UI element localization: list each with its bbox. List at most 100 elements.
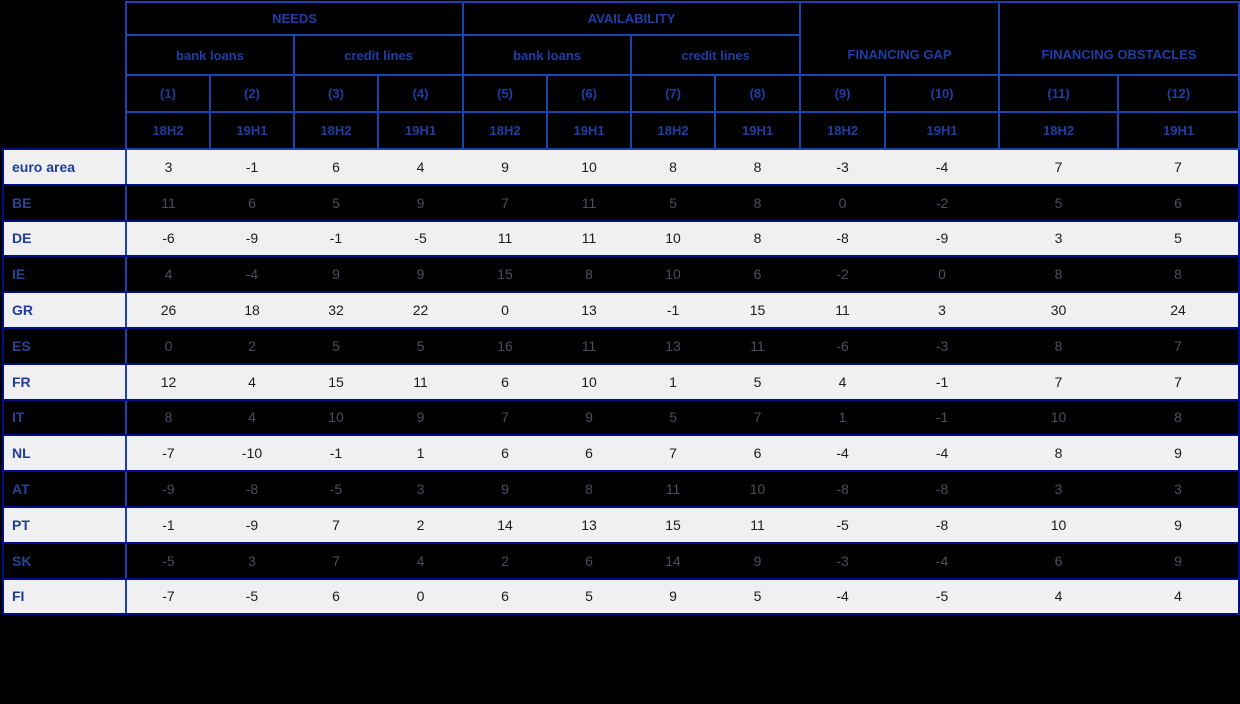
value-cell: -3 xyxy=(800,148,886,186)
row-label: SK xyxy=(2,541,127,580)
group-header-availability: AVAILABILITY xyxy=(462,1,802,36)
value-cell: 5 xyxy=(294,183,378,222)
value-cell: 8 xyxy=(1118,398,1240,437)
subgroup-header-bank-loans-availability: bank loans xyxy=(462,34,633,76)
table-body: euro area 3 -1 6 4 9 10 8 8 -3 -4 7 7 BE 11 6 5 9 7 11 5 8… xyxy=(2,148,1240,616)
value-cell: 7 xyxy=(1118,362,1240,401)
column-number: (5) xyxy=(462,74,549,113)
column-number: (3) xyxy=(293,74,379,113)
value-cell: 10 xyxy=(999,505,1119,544)
value-cell: 7 xyxy=(294,505,378,544)
table-row: AT -9 -8 -5 3 9 8 11 10 -8 -8 3 3 xyxy=(2,470,1240,508)
row-label: IT xyxy=(2,398,127,437)
value-cell: 24 xyxy=(1118,291,1240,329)
value-cell: 0 xyxy=(885,255,1000,294)
value-cell: -5 xyxy=(378,219,464,258)
value-cell: 2 xyxy=(210,326,294,365)
value-cell: 4 xyxy=(1118,577,1240,616)
value-cell: 3 xyxy=(885,291,1000,329)
period-header: 18H2 xyxy=(630,111,717,150)
value-cell: 14 xyxy=(463,505,548,544)
column-number: (7) xyxy=(630,74,717,113)
value-cell: 9 xyxy=(1118,505,1240,544)
value-cell: 4 xyxy=(210,398,294,437)
value-cell: 32 xyxy=(294,291,378,329)
row-label: BE xyxy=(2,183,127,222)
period-header: 19H1 xyxy=(1117,111,1240,150)
value-cell: -5 xyxy=(210,577,294,616)
value-cell: 3 xyxy=(378,470,464,508)
value-cell: 8 xyxy=(715,183,801,222)
value-cell: -5 xyxy=(800,505,886,544)
value-cell: 6 xyxy=(1118,183,1240,222)
row-label: DE xyxy=(2,219,127,258)
value-cell: 9 xyxy=(463,148,548,186)
value-cell: -8 xyxy=(885,505,1000,544)
column-number: (9) xyxy=(799,74,887,113)
value-cell: -5 xyxy=(885,577,1000,616)
column-number: (6) xyxy=(546,74,633,113)
value-cell: 6 xyxy=(294,148,378,186)
value-cell: 11 xyxy=(547,326,632,365)
value-cell: -8 xyxy=(800,219,886,258)
value-cell: 4 xyxy=(378,541,464,580)
value-cell: -5 xyxy=(126,541,210,580)
value-cell: 6 xyxy=(999,541,1119,580)
value-cell: 5 xyxy=(1118,219,1240,258)
value-cell: 15 xyxy=(463,255,548,294)
value-cell: 11 xyxy=(715,326,801,365)
value-cell: 15 xyxy=(631,505,716,544)
value-cell: 0 xyxy=(378,577,464,616)
value-cell: 10 xyxy=(631,255,716,294)
value-cell: 7 xyxy=(1118,148,1240,186)
header-row-column-numbers: (1) (2) (3) (4) (5) (6) (7) (8) (9) (10)… xyxy=(3,74,1240,113)
value-cell: -10 xyxy=(210,434,294,473)
value-cell: -5 xyxy=(294,470,378,508)
value-cell: 7 xyxy=(463,398,548,437)
value-cell: 13 xyxy=(631,326,716,365)
column-number: (8) xyxy=(714,74,802,113)
value-cell: 12 xyxy=(126,362,210,401)
value-cell: -1 xyxy=(210,148,294,186)
table-row: NL -7 -10 -1 1 6 6 7 6 -4 -4 8 9 xyxy=(2,434,1240,473)
financing-survey-table: NEEDS AVAILABILITY FINANCING GAP FINANCI… xyxy=(2,1,1240,616)
value-cell: 8 xyxy=(715,219,801,258)
value-cell: 11 xyxy=(547,219,632,258)
value-cell: 1 xyxy=(631,362,716,401)
row-label: euro area xyxy=(2,148,127,186)
value-cell: 5 xyxy=(631,398,716,437)
value-cell: 5 xyxy=(547,577,632,616)
value-cell: 8 xyxy=(999,326,1119,365)
group-header-needs: NEEDS xyxy=(124,1,465,36)
value-cell: 4 xyxy=(999,577,1119,616)
value-cell: 6 xyxy=(463,434,548,473)
value-cell: -6 xyxy=(126,219,210,258)
value-cell: -7 xyxy=(126,434,210,473)
value-cell: -2 xyxy=(885,183,1000,222)
value-cell: 5 xyxy=(715,362,801,401)
value-cell: 9 xyxy=(547,398,632,437)
period-header: 18H2 xyxy=(462,111,549,150)
column-number: (12) xyxy=(1117,74,1240,113)
value-cell: 8 xyxy=(1118,255,1240,294)
value-cell: 6 xyxy=(715,434,801,473)
table-row: PT -1 -9 7 2 14 13 15 11 -5 -8 10 9 xyxy=(2,505,1240,544)
value-cell: -9 xyxy=(126,470,210,508)
value-cell: 5 xyxy=(631,183,716,222)
value-cell: 11 xyxy=(463,219,548,258)
value-cell: 6 xyxy=(547,541,632,580)
row-label: GR xyxy=(2,291,127,329)
value-cell: 10 xyxy=(631,219,716,258)
value-cell: 5 xyxy=(378,326,464,365)
value-cell: 15 xyxy=(715,291,801,329)
table-row: SK -5 3 7 4 2 6 14 9 -3 -4 6 9 xyxy=(2,541,1240,580)
value-cell: 15 xyxy=(294,362,378,401)
value-cell: 10 xyxy=(715,470,801,508)
table-row: euro area 3 -1 6 4 9 10 8 8 -3 -4 7 7 xyxy=(2,148,1240,186)
value-cell: 16 xyxy=(463,326,548,365)
value-cell: 5 xyxy=(715,577,801,616)
value-cell: -2 xyxy=(800,255,886,294)
subgroup-header-bank-loans-needs: bank loans xyxy=(125,34,295,76)
row-label: NL xyxy=(2,434,127,473)
value-cell: -9 xyxy=(210,219,294,258)
